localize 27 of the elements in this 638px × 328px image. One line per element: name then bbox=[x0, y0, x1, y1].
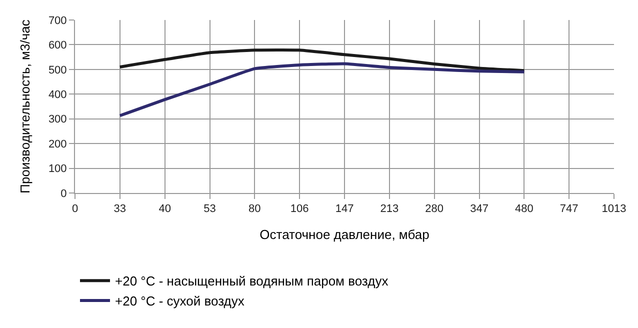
y-tick-label: 600 bbox=[48, 40, 67, 52]
x-tick-label: 106 bbox=[290, 203, 309, 216]
x-axis-title: Остаточное давление, мбар bbox=[260, 226, 430, 242]
y-axis-title: Производительность, м3/час bbox=[17, 19, 32, 194]
x-tick-label: 53 bbox=[204, 203, 216, 216]
y-tick-label: 0 bbox=[60, 188, 67, 200]
y-tick-label: 200 bbox=[48, 138, 67, 150]
x-tick-label: 147 bbox=[335, 203, 354, 216]
y-tick-label: 400 bbox=[48, 88, 67, 101]
legend-label: +20 °C - насыщенный водяным паром воздух bbox=[115, 274, 389, 289]
legend-label: +20 °C - сухой воздух bbox=[115, 294, 245, 309]
line-series bbox=[118, 48, 526, 72]
x-tick-label: 347 bbox=[470, 203, 488, 216]
x-tick-label: 1013 bbox=[602, 203, 626, 216]
y-tick-label: 300 bbox=[48, 114, 67, 126]
x-tick-label: 480 bbox=[514, 203, 534, 216]
x-tick-label: 40 bbox=[158, 203, 171, 216]
x-tick-label: 33 bbox=[114, 203, 126, 216]
y-tick-label: 100 bbox=[48, 163, 67, 176]
x-tick-label: 80 bbox=[248, 203, 261, 216]
x-tick-label: 280 bbox=[425, 203, 444, 216]
line-series bbox=[118, 62, 526, 118]
y-tick-label: 500 bbox=[48, 64, 67, 76]
x-tick-label: 0 bbox=[72, 203, 78, 216]
x-tick-label: 213 bbox=[380, 203, 399, 216]
y-tick-label: 700 bbox=[48, 14, 67, 27]
x-tick-label: 747 bbox=[560, 203, 578, 216]
